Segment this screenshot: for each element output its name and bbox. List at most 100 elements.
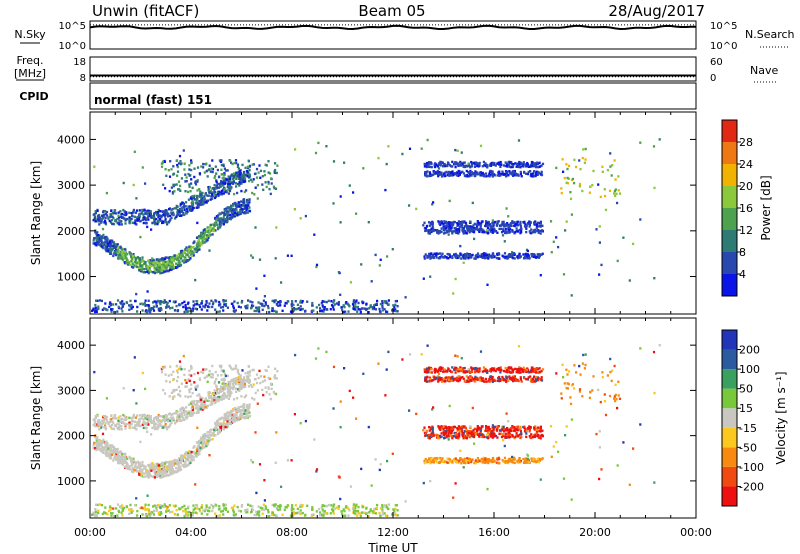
power-echo	[496, 231, 499, 234]
power-echo	[488, 172, 491, 175]
power-echo	[272, 185, 275, 188]
power-echo	[228, 206, 232, 209]
power-echo	[220, 173, 223, 176]
power-echo	[130, 265, 134, 269]
power-echo	[452, 292, 455, 295]
power-echo	[509, 255, 513, 258]
power-echo	[348, 305, 351, 308]
power-echo	[533, 230, 536, 234]
power-echo	[254, 226, 257, 229]
velocity-echo	[236, 388, 240, 391]
power-echo	[132, 211, 135, 214]
velocity-echo	[160, 419, 163, 422]
power-echo	[425, 171, 428, 174]
power-echo	[153, 216, 156, 219]
velocity-echo	[169, 471, 172, 474]
power-echo	[117, 214, 120, 217]
velocity-echo	[189, 461, 192, 464]
velocity-echo	[187, 460, 190, 463]
power-echo	[237, 177, 241, 180]
power-echo	[96, 218, 99, 221]
power-echo	[208, 186, 211, 189]
power-echo	[112, 242, 116, 246]
power-echo	[147, 218, 150, 221]
power-echo	[481, 174, 484, 177]
power-echo	[131, 262, 134, 265]
power-echo	[488, 164, 491, 167]
velocity-echo	[150, 465, 153, 469]
velocity-echo	[228, 395, 232, 398]
power-echo	[529, 221, 532, 224]
power-echo	[440, 254, 443, 257]
velocity-echo	[135, 428, 138, 431]
power-echo	[115, 248, 118, 251]
power-echo	[493, 221, 497, 224]
power-echo	[175, 183, 178, 186]
power-echo	[125, 212, 128, 216]
velocity-echo	[235, 414, 238, 417]
velocity-echo	[178, 417, 181, 421]
power-echo	[504, 225, 507, 228]
power-echo	[241, 179, 244, 183]
power-echo	[467, 164, 470, 168]
velocity-echo	[229, 393, 232, 396]
power-echo	[173, 183, 176, 187]
velocity-echo	[121, 417, 124, 421]
power-echo	[229, 175, 232, 178]
velocity-echo	[220, 374, 223, 377]
power-echo	[428, 221, 431, 224]
power-echo	[359, 310, 362, 314]
power-echo	[144, 304, 147, 307]
power-echo	[330, 304, 334, 307]
power-echo	[212, 301, 215, 304]
power-echo	[205, 234, 208, 237]
power-echo	[170, 211, 173, 214]
power-echo	[122, 208, 125, 212]
velocity-echo	[248, 411, 251, 414]
power-echo	[220, 189, 223, 193]
power-echo	[401, 152, 404, 156]
power-echo	[469, 229, 472, 232]
power-echo	[194, 202, 198, 205]
power-echo	[473, 228, 476, 231]
power-echo	[144, 262, 147, 265]
power-echo	[184, 173, 187, 176]
power-echo	[486, 283, 489, 286]
power-echo	[521, 162, 524, 165]
power-echo	[578, 159, 581, 162]
power-echo	[187, 206, 190, 210]
power-echo	[499, 174, 502, 177]
power-echo	[222, 221, 225, 224]
power-echo	[134, 299, 137, 303]
power-echo	[517, 174, 520, 177]
power-echo	[139, 258, 142, 261]
power-echo	[353, 307, 356, 311]
power-echo	[529, 231, 532, 235]
velocity-echo	[147, 476, 150, 479]
power-echo	[238, 176, 241, 179]
velocity-echo	[225, 415, 228, 418]
velocity-echo	[148, 419, 151, 423]
velocity-echo	[152, 419, 156, 423]
power-echo	[519, 220, 522, 224]
power-echo	[151, 221, 154, 225]
power-echo	[95, 239, 98, 242]
power-echo	[209, 198, 212, 201]
power-echo	[256, 184, 259, 187]
power-echo	[94, 210, 97, 213]
power-echo	[246, 306, 249, 310]
velocity-echo	[219, 387, 222, 390]
power-echo	[628, 279, 631, 282]
power-echo	[367, 221, 370, 224]
power-echo	[344, 302, 347, 305]
power-echo	[511, 164, 514, 167]
power-echo	[247, 299, 250, 302]
velocity-echo	[206, 399, 209, 402]
velocity-echo	[177, 457, 180, 460]
power-echo	[113, 210, 116, 214]
power-echo	[119, 254, 123, 257]
velocity-echo	[231, 416, 234, 419]
velocity-echo	[117, 461, 120, 465]
velocity-echo	[180, 461, 183, 465]
